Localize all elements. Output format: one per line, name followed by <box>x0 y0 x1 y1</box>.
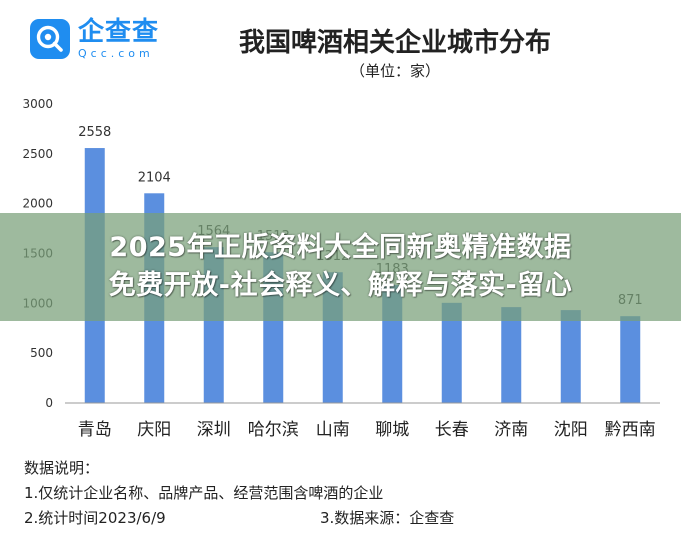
x-tick-label: 聊城 <box>375 420 409 440</box>
x-tick-label: 庆阳 <box>137 420 171 440</box>
x-tick-label: 哈尔滨 <box>248 420 299 440</box>
x-tick-label: 长春 <box>435 420 469 440</box>
logo-domain: Qcc.com <box>78 47 154 60</box>
bar <box>620 316 641 403</box>
x-tick-label: 济南 <box>494 420 528 440</box>
chart-title: 我国啤酒相关企业城市分布 <box>238 28 551 58</box>
x-tick-label: 山南 <box>316 420 350 440</box>
qcc-logo: 企查查 Qcc.com <box>30 17 159 61</box>
y-tick-label: 0 <box>45 396 53 410</box>
notes-item-2: 2.统计时间2023/6/9 <box>24 509 166 527</box>
notes-item-3: 3.数据来源：企查查 <box>320 509 455 527</box>
chart-subtitle: （单位：家） <box>349 62 440 80</box>
x-tick-label: 青岛 <box>78 420 112 440</box>
y-tick-label: 2000 <box>22 197 53 211</box>
bar <box>501 307 522 403</box>
overlay-banner: 2025年正版资料大全同新奥精准数据 免费开放-社会释义、解释与落实-留心 <box>0 213 681 321</box>
logo-name: 企查查 <box>78 17 160 47</box>
y-tick-label: 2500 <box>22 147 53 161</box>
y-tick-label: 500 <box>30 346 53 360</box>
notes-heading: 数据说明： <box>24 459 100 477</box>
x-axis: 青岛 庆阳 深圳 哈尔滨 山南 聊城 长春 济南 沈阳 黔西南 <box>65 402 660 440</box>
bar-series <box>84 148 641 403</box>
banner-line-2: 免费开放-社会释义、解释与落实-留心 <box>108 270 573 301</box>
bar-chart: 050010001500200025003000 255821041564151… <box>22 97 660 440</box>
x-tick-label: 黔西南 <box>605 420 656 440</box>
bar <box>560 310 581 403</box>
bar-value-label: 2558 <box>78 125 111 140</box>
notes-item-1: 1.仅统计企业名称、品牌产品、经营范围含啤酒的企业 <box>24 484 384 502</box>
qcc-logo-icon <box>30 19 70 59</box>
x-tick-label: 沈阳 <box>554 420 588 440</box>
y-tick-label: 3000 <box>22 97 53 111</box>
data-notes: 数据说明： 1.仅统计企业名称、品牌产品、经营范围含啤酒的企业 2.统计时间20… <box>24 456 664 531</box>
bar-value-label: 2104 <box>138 170 171 185</box>
banner-line-1: 2025年正版资料大全同新奥精准数据 <box>109 232 572 263</box>
bar <box>441 302 462 403</box>
x-tick-label: 深圳 <box>197 420 231 440</box>
